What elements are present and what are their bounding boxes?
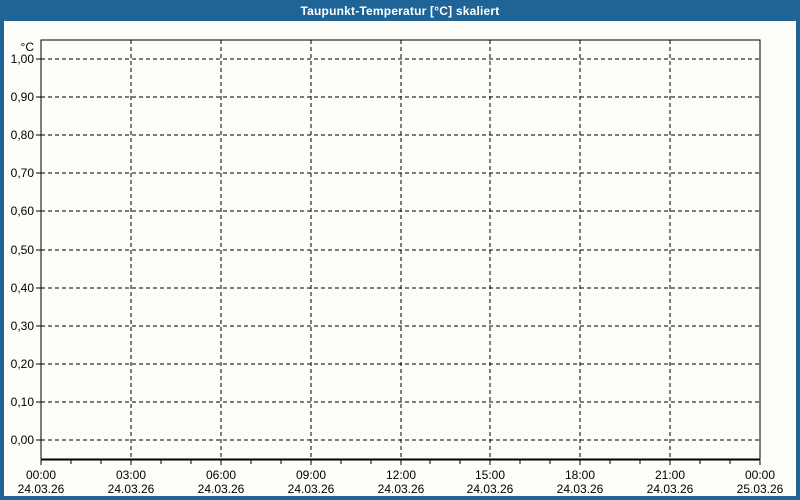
x-time-label: 00:00 bbox=[26, 468, 56, 482]
chart-background bbox=[4, 21, 796, 496]
y-axis-unit-label: °C bbox=[21, 40, 35, 54]
y-tick-label: 0,80 bbox=[11, 128, 35, 142]
x-time-label: 06:00 bbox=[206, 468, 236, 482]
chart-title: Taupunkt-Temperatur [°C] skaliert bbox=[300, 3, 500, 18]
x-date-label: 24.03.26 bbox=[198, 482, 245, 496]
x-time-label: 12:00 bbox=[386, 468, 416, 482]
x-time-label: 15:00 bbox=[475, 468, 505, 482]
x-date-label: 24.03.26 bbox=[108, 482, 155, 496]
x-time-label: 00:00 bbox=[745, 468, 775, 482]
x-date-label: 24.03.26 bbox=[647, 482, 694, 496]
y-tick-label: 0,70 bbox=[11, 166, 35, 180]
x-time-label: 09:00 bbox=[296, 468, 326, 482]
x-time-label: 18:00 bbox=[565, 468, 595, 482]
y-tick-label: 0,10 bbox=[11, 395, 35, 409]
y-tick-label: 0,20 bbox=[11, 357, 35, 371]
y-tick-label: 1,00 bbox=[11, 52, 35, 66]
x-date-label: 24.03.26 bbox=[378, 482, 425, 496]
y-tick-label: 0,40 bbox=[11, 281, 35, 295]
y-tick-label: 0,60 bbox=[11, 204, 35, 218]
y-tick-label: 0,00 bbox=[11, 433, 35, 447]
y-tick-label: 0,90 bbox=[11, 90, 35, 104]
x-time-label: 21:00 bbox=[655, 468, 685, 482]
x-time-label: 03:00 bbox=[116, 468, 146, 482]
x-date-label: 24.03.26 bbox=[557, 482, 604, 496]
x-date-label: 24.03.26 bbox=[18, 482, 65, 496]
x-date-label: 24.03.26 bbox=[288, 482, 335, 496]
title-bar: Taupunkt-Temperatur [°C] skaliert bbox=[0, 0, 800, 21]
x-date-label: 25.03.26 bbox=[737, 482, 784, 496]
y-tick-label: 0,50 bbox=[11, 243, 35, 257]
x-date-label: 24.03.26 bbox=[467, 482, 514, 496]
y-tick-label: 0,30 bbox=[11, 319, 35, 333]
